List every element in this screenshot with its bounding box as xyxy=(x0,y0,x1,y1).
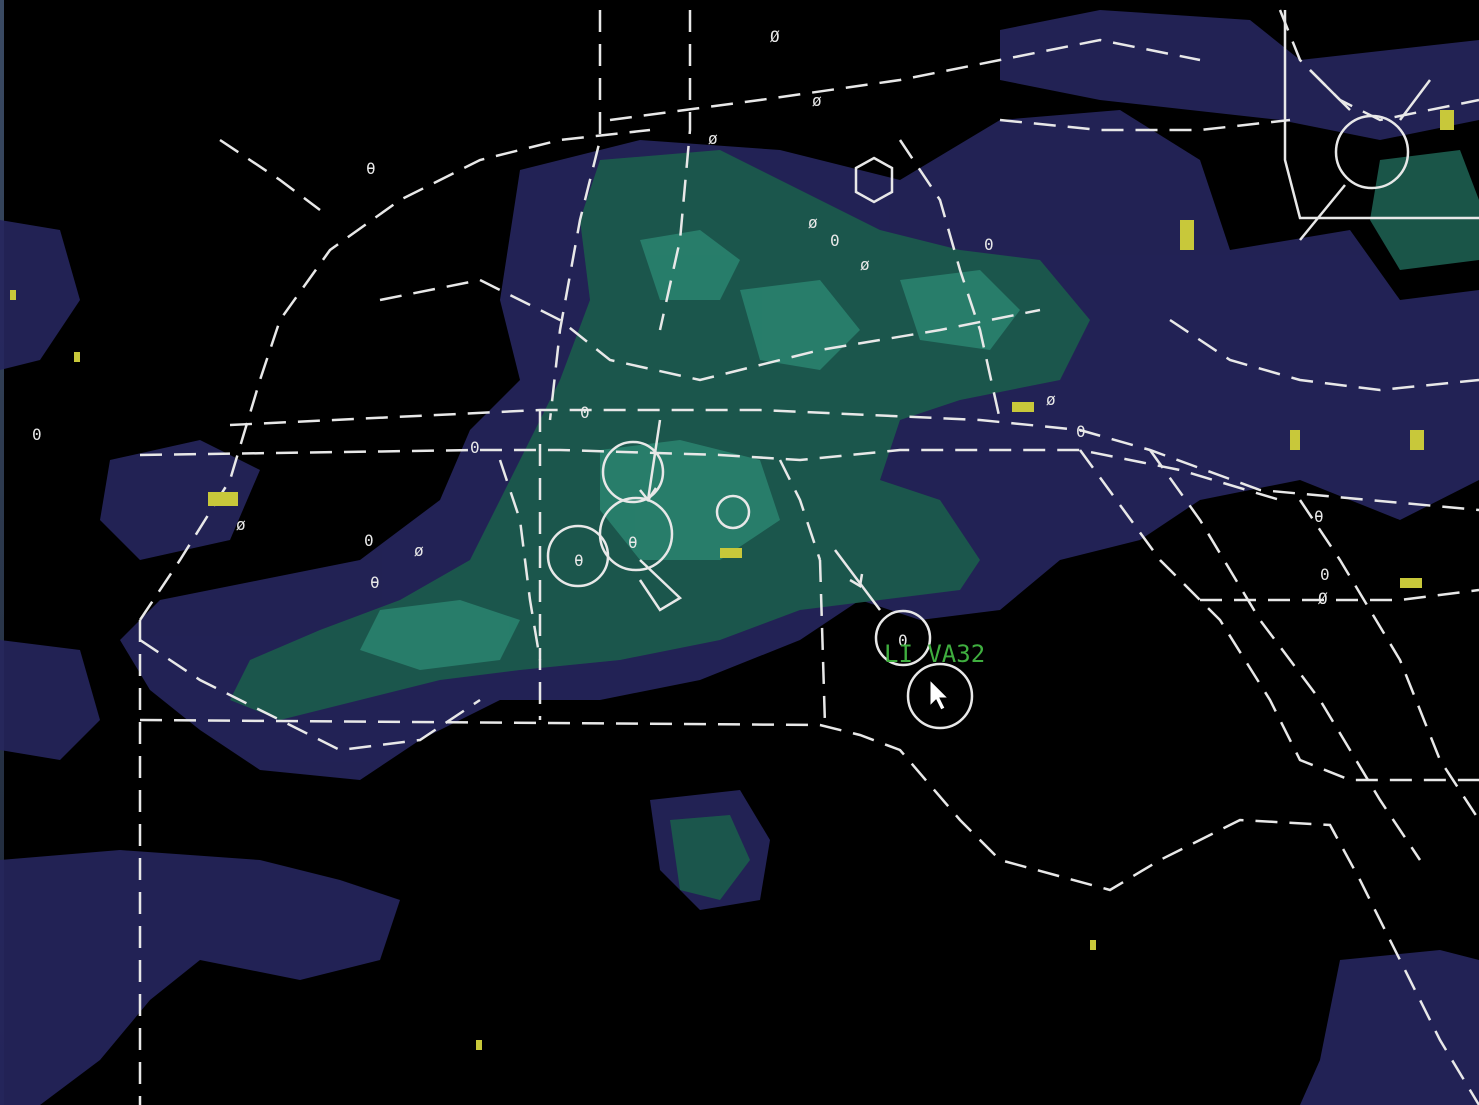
fix-marker: 0 xyxy=(984,235,994,254)
target-datablock[interactable]: LI VA32 xyxy=(884,640,985,668)
fix-marker: θ xyxy=(370,573,380,592)
fix-marker: θ xyxy=(1314,507,1324,526)
fix-marker: 0 xyxy=(32,425,42,444)
fix-marker: 0 xyxy=(1320,565,1330,584)
fix-marker: ø xyxy=(236,515,246,534)
fix-marker: 0 xyxy=(580,403,590,422)
fix-marker: ø xyxy=(1046,390,1056,409)
fix-marker: Ø xyxy=(770,27,780,46)
fix-marker: θ xyxy=(574,551,584,570)
fix-marker: ø xyxy=(812,91,822,110)
fix-marker: 0 xyxy=(364,531,374,550)
fix-marker: Ø xyxy=(1318,589,1328,608)
fix-marker: 0 xyxy=(470,438,480,457)
fix-marker: θ xyxy=(366,159,376,178)
fix-marker: 0 xyxy=(830,231,840,250)
fix-marker: ø xyxy=(808,213,818,232)
fix-marker: 0 xyxy=(1076,422,1086,441)
fix-marker: ø xyxy=(708,129,718,148)
fix-marker: ø xyxy=(860,255,870,274)
fix-marker: θ xyxy=(628,533,638,552)
fix-marker: ø xyxy=(414,541,424,560)
mouse-pointer-icon xyxy=(930,680,948,710)
